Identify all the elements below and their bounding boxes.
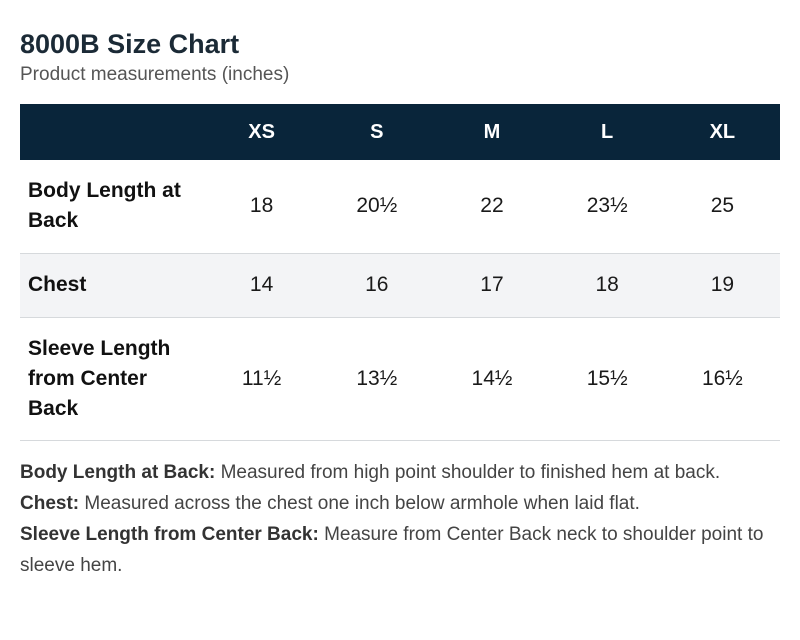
- table-cell: 11½: [204, 317, 320, 441]
- table-header: XS S M L XL: [20, 104, 780, 160]
- note-term: Body Length at Back:: [20, 461, 216, 483]
- table-cell: 19: [664, 253, 780, 318]
- note-text: Measured across the chest one inch below…: [84, 492, 640, 514]
- table-row: Sleeve Length from Center Back 11½ 13½ 1…: [20, 317, 780, 441]
- table-cell: 22: [434, 160, 550, 254]
- size-chart: 8000B Size Chart Product measurements (i…: [20, 29, 780, 581]
- table-cell: 20½: [319, 160, 435, 254]
- column-header-m: M: [434, 104, 550, 160]
- page-title: 8000B Size Chart: [20, 29, 240, 59]
- table-cell: 18: [549, 253, 665, 318]
- column-header-xs: XS: [204, 104, 320, 160]
- table-cell: 23½: [549, 160, 665, 254]
- table-cell: 16½: [664, 317, 780, 441]
- note-term: Chest:: [20, 492, 80, 514]
- note-text: Measured from high point shoulder to fin…: [220, 461, 721, 483]
- page-subtitle: Product measurements (inches): [20, 64, 290, 85]
- header-row: XS S M L XL: [20, 104, 780, 160]
- table-cell: 17: [434, 253, 550, 318]
- note-term: Sleeve Length from Center Back:: [20, 523, 319, 545]
- column-header-xl: XL: [664, 104, 780, 160]
- table-cell: 14: [204, 253, 320, 318]
- note-body-length: Body Length at Back: Measured from high …: [20, 457, 780, 488]
- note-sleeve-length: Sleeve Length from Center Back: Measure …: [20, 519, 780, 581]
- table-cell: 25: [664, 160, 780, 254]
- table-row: Body Length at Back 18 20½ 22 23½ 25: [20, 160, 780, 254]
- row-label-body-length: Body Length at Back: [20, 160, 204, 254]
- size-table: XS S M L XL Body Length at Back 18 20½ 2…: [20, 104, 780, 441]
- row-label-chest: Chest: [20, 253, 204, 318]
- table-cell: 18: [204, 160, 320, 254]
- column-header-s: S: [319, 104, 435, 160]
- table-body: Body Length at Back 18 20½ 22 23½ 25 Che…: [20, 160, 780, 441]
- table-row: Chest 14 16 17 18 19: [20, 253, 780, 318]
- row-label-sleeve-length: Sleeve Length from Center Back: [20, 317, 204, 441]
- table-cell: 15½: [549, 317, 665, 441]
- table-cell: 16: [319, 253, 435, 318]
- note-text: Measure from Center Back neck to shoulde…: [20, 523, 764, 576]
- note-chest: Chest: Measured across the chest one inc…: [20, 488, 780, 519]
- measurement-notes: Body Length at Back: Measured from high …: [20, 457, 780, 581]
- table-cell: 14½: [434, 317, 550, 441]
- table-cell: 13½: [319, 317, 435, 441]
- header-corner: [20, 104, 204, 160]
- column-header-l: L: [549, 104, 665, 160]
